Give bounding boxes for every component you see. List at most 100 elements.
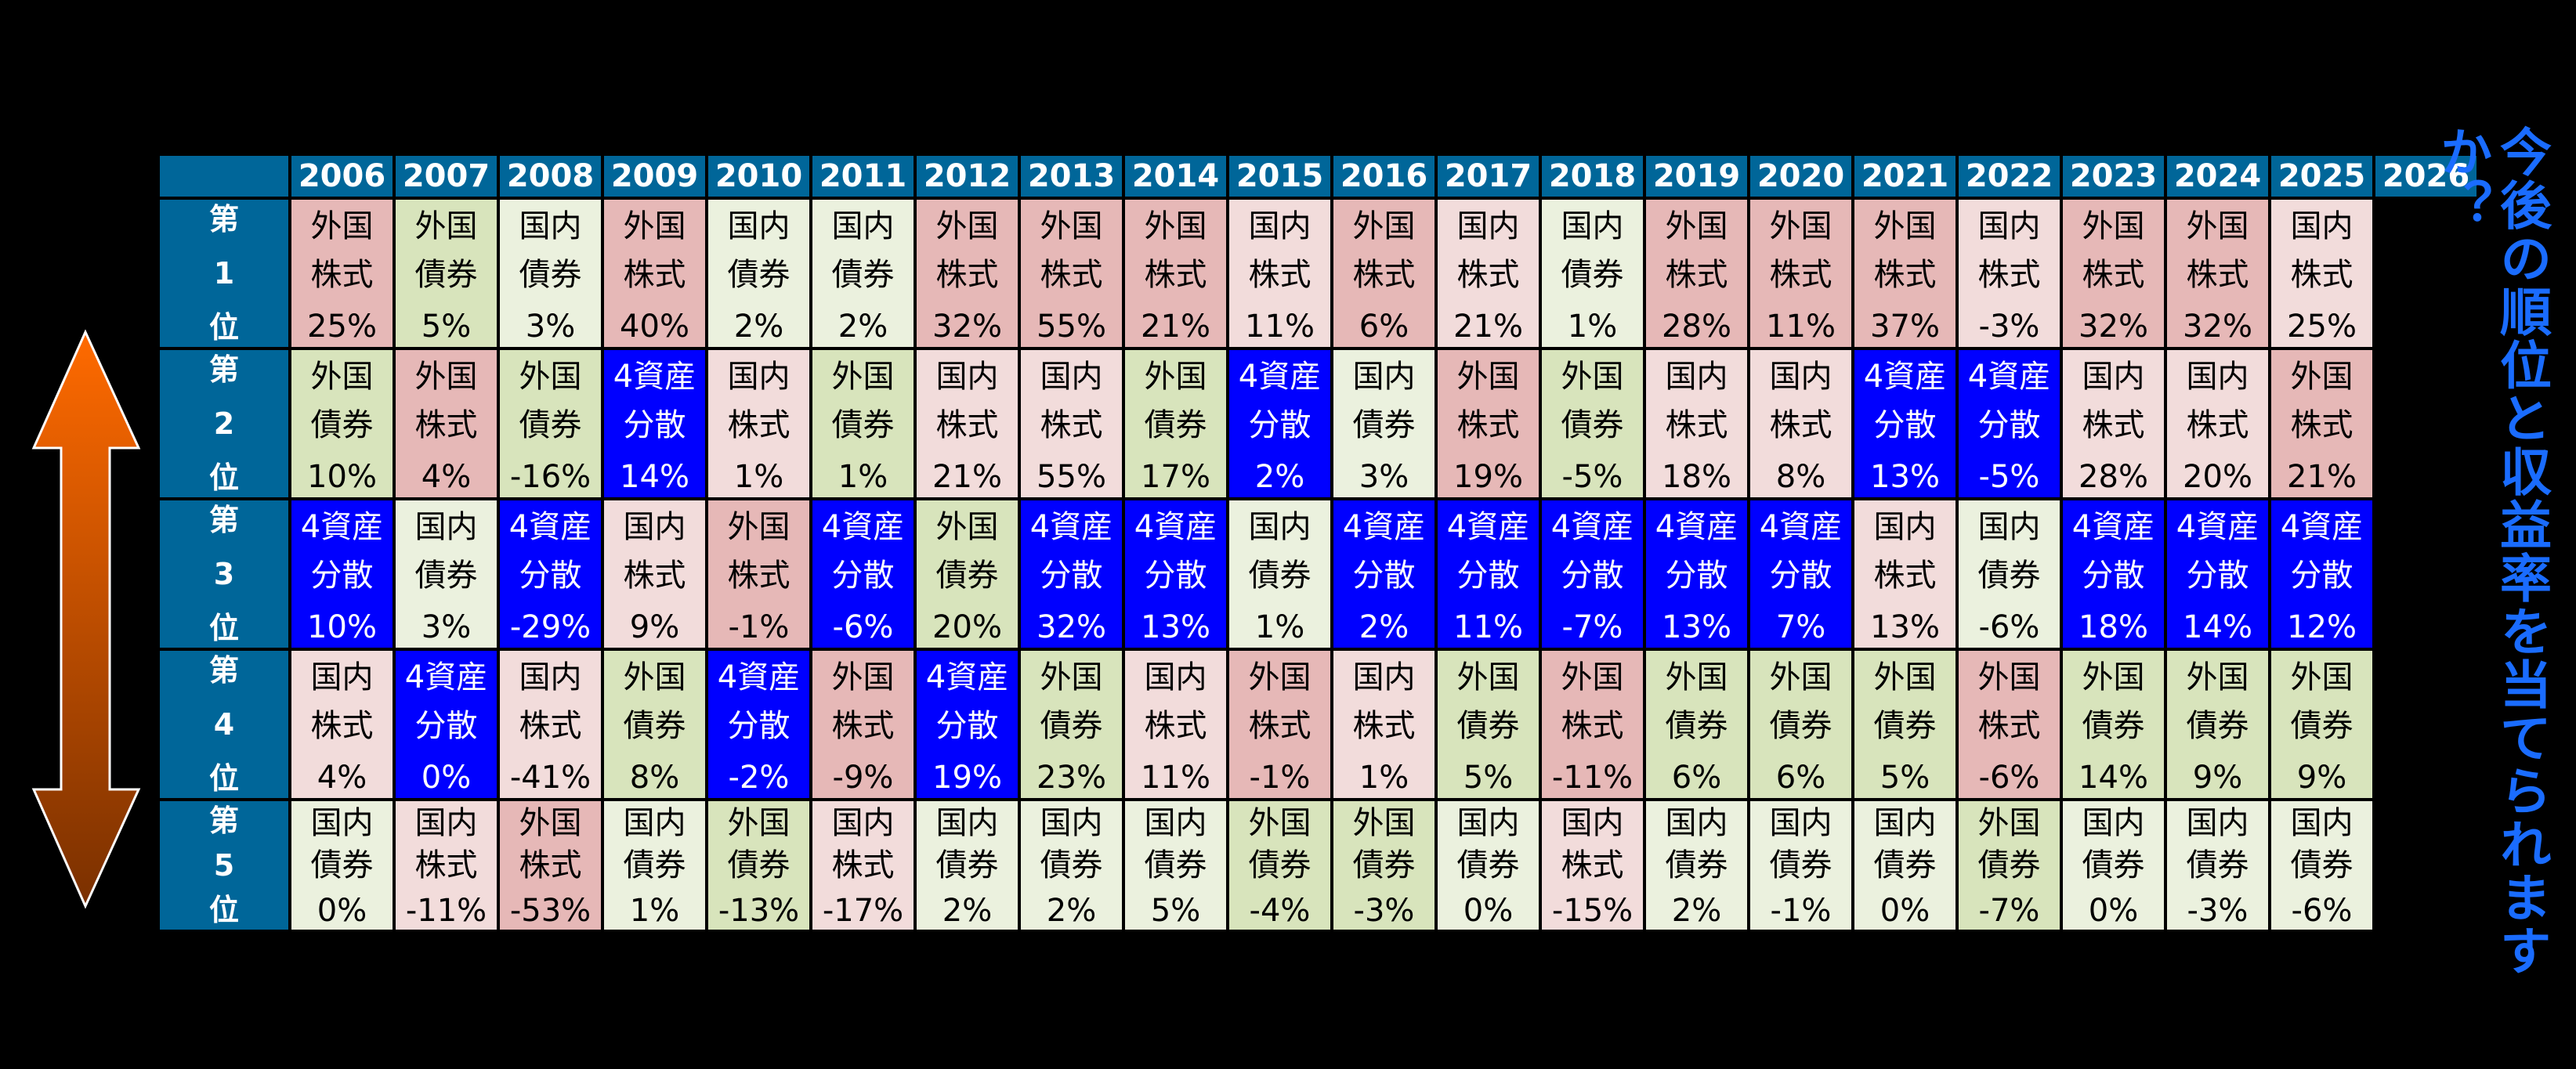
year-header-2023: 2023 — [2063, 156, 2164, 197]
asset-name-line1: 国内 — [1665, 359, 1728, 395]
return-value: 3% — [1359, 459, 1409, 495]
return-value: -2% — [728, 760, 790, 796]
asset-name: 外国 債券 — [2187, 662, 2249, 742]
return-value: 21% — [932, 459, 1002, 495]
return-value: -3% — [2187, 893, 2249, 929]
asset-name-line1: 外国 — [2082, 659, 2145, 695]
return-value: 0% — [1880, 893, 1930, 929]
asset-name-line1: 外国 — [1248, 805, 1312, 841]
asset-name-line2: 分散 — [519, 558, 582, 594]
asset-name-line2: 株式 — [1561, 708, 1624, 744]
asset-name-line1: 外国 — [1769, 208, 1833, 244]
return-value: 13% — [1141, 609, 1210, 645]
asset-name: 4資産 分散 — [1551, 511, 1634, 591]
return-value: 55% — [1037, 309, 1106, 345]
return-value: 11% — [1766, 309, 1836, 345]
asset-name-line2: 債券 — [623, 708, 686, 744]
asset-name-line1: 4資産 — [821, 509, 905, 545]
return-value: -41% — [509, 760, 592, 796]
rank-label-text: 1 — [213, 256, 235, 291]
asset-name-line2: 債券 — [1248, 847, 1312, 883]
return-value: 21% — [2287, 459, 2357, 495]
asset-name-line2: 株式 — [1665, 257, 1728, 293]
asset-name: 外国 株式 — [1353, 211, 1416, 291]
return-value: 0% — [317, 893, 367, 929]
asset-name-line2: 債券 — [727, 257, 791, 293]
asset-name-line2: 分散 — [1769, 558, 1833, 594]
asset-cell-2009-rank5: 国内 債券 1% — [604, 801, 705, 930]
return-value: -5% — [1978, 459, 2040, 495]
asset-cell-2009-rank1: 外国 株式 40% — [604, 200, 705, 347]
asset-name-line1: 国内 — [831, 208, 895, 244]
asset-cell-2014-rank2: 外国 債券 17% — [1125, 350, 1226, 497]
year-header-2020: 2020 — [1750, 156, 1851, 197]
asset-name-line1: 4資産 — [1550, 509, 1634, 545]
rank-label-text: 第 — [208, 352, 239, 387]
asset-name-line2: 分散 — [1456, 558, 1520, 594]
asset-name-line2: 株式 — [1144, 708, 1207, 744]
asset-name: 国内 株式 — [1353, 662, 1416, 742]
asset-name: 外国 債券 — [1666, 662, 1728, 742]
asset-name-line1: 4資産 — [613, 359, 696, 395]
asset-cell-2022-rank1: 国内 株式 -3% — [1959, 200, 2060, 347]
asset-cell-2015-rank1: 国内 株式 11% — [1229, 200, 1330, 347]
asset-name: 4資産 分散 — [1864, 361, 1946, 441]
asset-name: 外国 債券 — [1249, 807, 1312, 881]
asset-cell-2023-rank5: 国内 債券 0% — [2063, 801, 2164, 930]
asset-name-line2: 債券 — [1456, 847, 1520, 883]
return-value: 5% — [1880, 760, 1930, 796]
asset-cell-2019-rank3: 4資産 分散 13% — [1646, 500, 1747, 648]
asset-cell-2017-rank2: 外国 株式 19% — [1438, 350, 1539, 497]
return-value: 25% — [2287, 309, 2357, 345]
return-value: 0% — [421, 760, 472, 796]
asset-name-line2: 債券 — [1352, 847, 1416, 883]
asset-cell-2008-rank2: 外国 債券 -16% — [500, 350, 601, 497]
asset-name-line2: 分散 — [2186, 558, 2249, 594]
year-header-2018: 2018 — [1542, 156, 1643, 197]
year-header-2022: 2022 — [1959, 156, 2060, 197]
asset-cell-2021-rank4: 外国 債券 5% — [1854, 651, 1956, 798]
asset-name-line1: 外国 — [1561, 659, 1624, 695]
asset-cell-2025-rank1: 国内 株式 25% — [2271, 200, 2372, 347]
asset-name-line1: 国内 — [831, 805, 895, 841]
return-value: 23% — [1037, 760, 1106, 796]
year-header-2025: 2025 — [2271, 156, 2372, 197]
asset-name-line2: 株式 — [2290, 407, 2353, 443]
asset-name: 国内 債券 — [415, 511, 478, 591]
return-value: 8% — [1775, 459, 1826, 495]
rank-label-text: 第 — [208, 202, 239, 237]
return-value: 2% — [1254, 459, 1305, 495]
asset-name-line1: 外国 — [2186, 659, 2249, 695]
asset-name: 国内 債券 — [1978, 511, 2041, 591]
asset-name: 国内 株式 — [1145, 662, 1207, 742]
asset-name: 4資産 分散 — [1655, 511, 1738, 591]
asset-name-line1: 4資産 — [1134, 509, 1217, 545]
asset-name-line1: 国内 — [2290, 208, 2353, 244]
asset-cell-2019-rank1: 外国 株式 28% — [1646, 200, 1747, 347]
asset-name-line1: 外国 — [935, 509, 999, 545]
return-value: 9% — [629, 609, 680, 645]
return-value: 9% — [2192, 760, 2243, 796]
asset-name: 4資産 分散 — [718, 662, 800, 742]
asset-name-line1: 4資産 — [1759, 509, 1843, 545]
rank-label-text: 位 — [208, 761, 239, 796]
asset-name-line2: 債券 — [1248, 558, 1312, 594]
asset-name-line1: 国内 — [1248, 208, 1312, 244]
asset-name-line2: 株式 — [1873, 558, 1937, 594]
return-value: 10% — [307, 609, 377, 645]
asset-name: 外国 債券 — [519, 361, 582, 441]
asset-name-line2: 株式 — [831, 708, 895, 744]
asset-name-line2: 株式 — [1977, 708, 2041, 744]
return-value: -9% — [832, 760, 894, 796]
asset-name-line1: 外国 — [1977, 805, 2041, 841]
return-value: 32% — [2079, 309, 2148, 345]
return-value: -16% — [509, 459, 592, 495]
asset-name-line1: 国内 — [623, 509, 686, 545]
asset-cell-2025-rank4: 外国 債券 9% — [2271, 651, 2372, 798]
asset-name-line2: 株式 — [519, 847, 582, 883]
asset-name-line1: 国内 — [935, 359, 999, 395]
asset-name-line2: 債券 — [2290, 708, 2353, 744]
asset-name-line2: 株式 — [414, 847, 478, 883]
asset-cell-2007-rank5: 国内 株式 -11% — [396, 801, 497, 930]
asset-name-line2: 分散 — [2290, 558, 2353, 594]
